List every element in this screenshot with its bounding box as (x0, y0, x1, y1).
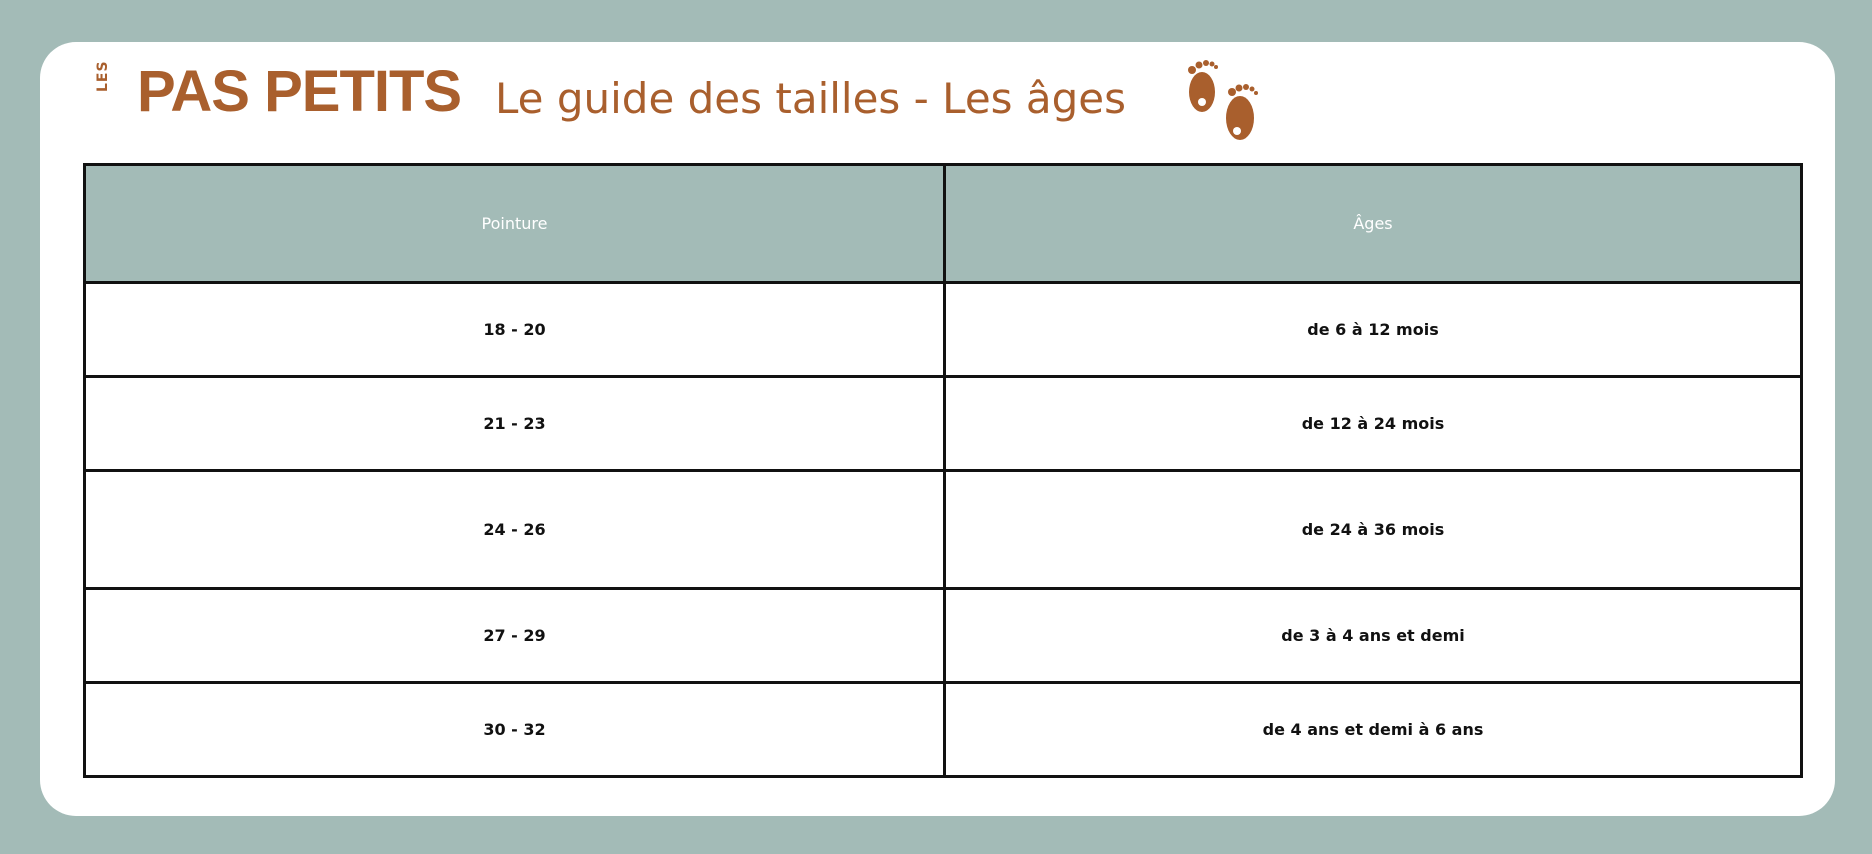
size-cell: 18 - 20 (83, 281, 946, 378)
table-row: 30 - 32 de 4 ans et demi à 6 ans (83, 681, 1803, 778)
size-cell: 21 - 23 (83, 375, 946, 472)
header-pointure: Pointure (83, 163, 946, 284)
size-cell: 27 - 29 (83, 587, 946, 684)
table-row: 27 - 29 de 3 à 4 ans et demi (83, 587, 1803, 684)
size-cell: 24 - 26 (83, 469, 946, 590)
table-header-row: Pointure Âges (83, 163, 1803, 284)
brand-les: LES (95, 60, 111, 92)
header-ages: Âges (943, 163, 1803, 284)
size-table: Pointure Âges 18 - 20 de 6 à 12 mois 21 … (83, 163, 1803, 778)
age-cell: de 6 à 12 mois (943, 281, 1803, 378)
age-cell: de 24 à 36 mois (943, 469, 1803, 590)
age-cell: de 4 ans et demi à 6 ans (943, 681, 1803, 778)
table-row: 18 - 20 de 6 à 12 mois (83, 281, 1803, 378)
brand-name: PAS PETITS (137, 59, 462, 124)
size-cell: 30 - 32 (83, 681, 946, 778)
table-row: 24 - 26 de 24 à 36 mois (83, 469, 1803, 590)
age-cell: de 12 à 24 mois (943, 375, 1803, 472)
age-cell: de 3 à 4 ans et demi (943, 587, 1803, 684)
page-title: Le guide des tailles - Les âges (495, 74, 1127, 123)
table-row: 21 - 23 de 12 à 24 mois (83, 375, 1803, 472)
baby-feet-icon (1188, 60, 1258, 140)
